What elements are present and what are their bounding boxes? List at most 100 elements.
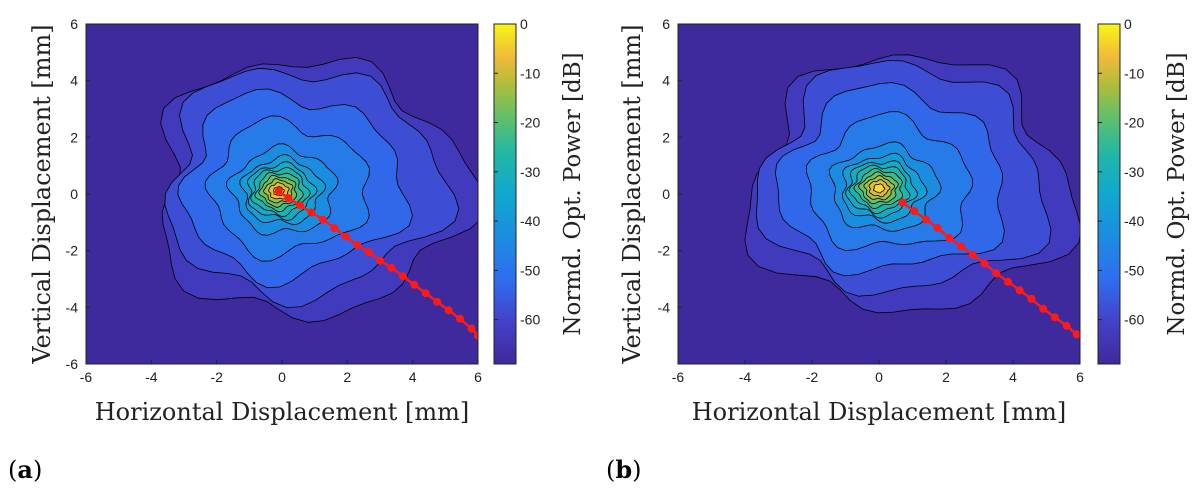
track-point (1039, 304, 1048, 313)
x-tick-label: 0 (278, 369, 286, 385)
track-point (274, 187, 283, 196)
y-tick-label: -4 (658, 299, 671, 315)
y-axis-label-a: Vertical Displacement [mm] (28, 24, 56, 364)
track-point (968, 250, 977, 259)
colorbar-tick-label: -60 (1124, 312, 1144, 328)
track-point (296, 201, 304, 210)
x-tick-label: -6 (80, 369, 93, 385)
y-tick-label: 0 (70, 186, 78, 202)
colorbar-ticks-a: 0 -10 -20 -30 -40 -50 -60 (494, 16, 540, 328)
y-tick-label: 2 (70, 129, 78, 145)
x-tick-label: 2 (343, 369, 351, 385)
track-point (353, 241, 362, 249)
track-point (364, 248, 373, 257)
y-axis-label-b: Vertical Displacement [mm] (618, 24, 646, 364)
x-ticks-b: -6 -4 -2 0 2 4 6 (672, 360, 1084, 385)
contour-map-b (744, 54, 1080, 314)
x-tick-label: 6 (1076, 369, 1084, 385)
track-point (456, 314, 464, 323)
track-point (1050, 313, 1059, 322)
track-point (921, 215, 930, 224)
colorbar-tick-label: -30 (1124, 164, 1144, 180)
x-ticks-a: -6 -4 -2 0 2 4 6 (80, 360, 482, 385)
y-tick-label: 4 (70, 73, 78, 89)
track-point (376, 256, 384, 265)
panel-letter-b: b (615, 455, 632, 484)
colorbar-tick-label: -40 (1124, 213, 1144, 229)
colorbar-tick-label: -40 (520, 213, 540, 229)
track-point (1062, 321, 1071, 330)
track-point (474, 331, 478, 340)
colorbar-ticks-b: 0 -10 -20 -30 -40 -50 -60 (1098, 16, 1144, 328)
x-tick-label: 6 (474, 369, 482, 385)
y-ticks-b: -4 -2 0 2 4 6 (658, 16, 682, 315)
track-point (945, 233, 954, 242)
colorbar-tick-label: 0 (1124, 16, 1132, 32)
colorbar-tick-label: -10 (1124, 65, 1144, 81)
y-tick-label: -2 (658, 243, 671, 259)
panel-label-b: (b) (606, 455, 642, 484)
colorbar-tick-label: 0 (520, 16, 528, 32)
x-axis-label-b: Horizontal Displacement [mm] (692, 398, 1067, 426)
x-tick-label: -4 (739, 369, 752, 385)
panel-label-a: (a) (8, 455, 42, 484)
track-point (410, 280, 419, 289)
track-point (467, 324, 476, 333)
y-tick-label: 0 (662, 186, 670, 202)
colorbar-tick-label: -20 (520, 115, 540, 131)
track-point (910, 207, 919, 215)
colorbar-tick-label: -50 (520, 262, 540, 278)
colorbar-label-b: Normd. Opt. Power [dB] (1164, 52, 1190, 335)
colorbar-b (1097, 23, 1121, 365)
track-point (992, 269, 1001, 278)
x-tick-label: 2 (942, 369, 950, 385)
x-tick-label: -2 (210, 369, 223, 385)
track-point (1004, 277, 1012, 286)
track-point (421, 289, 430, 298)
measurement-track-b (898, 198, 1080, 339)
track-line (901, 201, 1078, 336)
y-tick-label: 6 (662, 16, 670, 32)
measurement-track-a (274, 187, 478, 340)
track-point (980, 259, 989, 268)
track-point (330, 224, 339, 232)
y-tick-label: -6 (66, 356, 79, 372)
track-point (898, 198, 907, 207)
track-point (933, 224, 942, 232)
colorbar-a (493, 23, 517, 365)
track-point (433, 297, 442, 306)
colorbar-tick-label: -20 (1124, 115, 1144, 131)
track-point (444, 306, 453, 315)
colorbar-tick-label: -50 (1124, 262, 1144, 278)
y-tick-label: 6 (70, 16, 78, 32)
x-tick-label: -4 (145, 369, 158, 385)
x-tick-label: -6 (672, 369, 685, 385)
y-tick-label: -4 (66, 299, 79, 315)
track-point (398, 272, 407, 281)
panel-letter-a: a (17, 455, 33, 484)
colorbar-tick-label: -10 (520, 65, 540, 81)
track-point (1015, 286, 1024, 295)
colorbar-label-a: Normd. Opt. Power [dB] (560, 52, 586, 335)
y-ticks-a: -6 -4 -2 0 2 4 6 (66, 16, 90, 372)
track-point (1072, 330, 1080, 339)
x-tick-label: -2 (806, 369, 819, 385)
x-tick-label: 0 (875, 369, 883, 385)
track-point (341, 232, 350, 241)
x-axis-label-a: Horizontal Displacement [mm] (95, 398, 470, 426)
colorbar-tick-label: -30 (520, 164, 540, 180)
track-point (387, 263, 396, 272)
contour-level (873, 183, 886, 194)
track-point (284, 194, 293, 203)
track-point (307, 208, 316, 217)
track-point (318, 215, 327, 224)
colorbar-tick-label: -60 (520, 312, 540, 328)
y-tick-label: -2 (66, 243, 79, 259)
x-tick-label: 4 (409, 369, 417, 385)
track-point (1027, 294, 1036, 303)
y-tick-label: 2 (662, 129, 670, 145)
track-point (957, 242, 966, 251)
